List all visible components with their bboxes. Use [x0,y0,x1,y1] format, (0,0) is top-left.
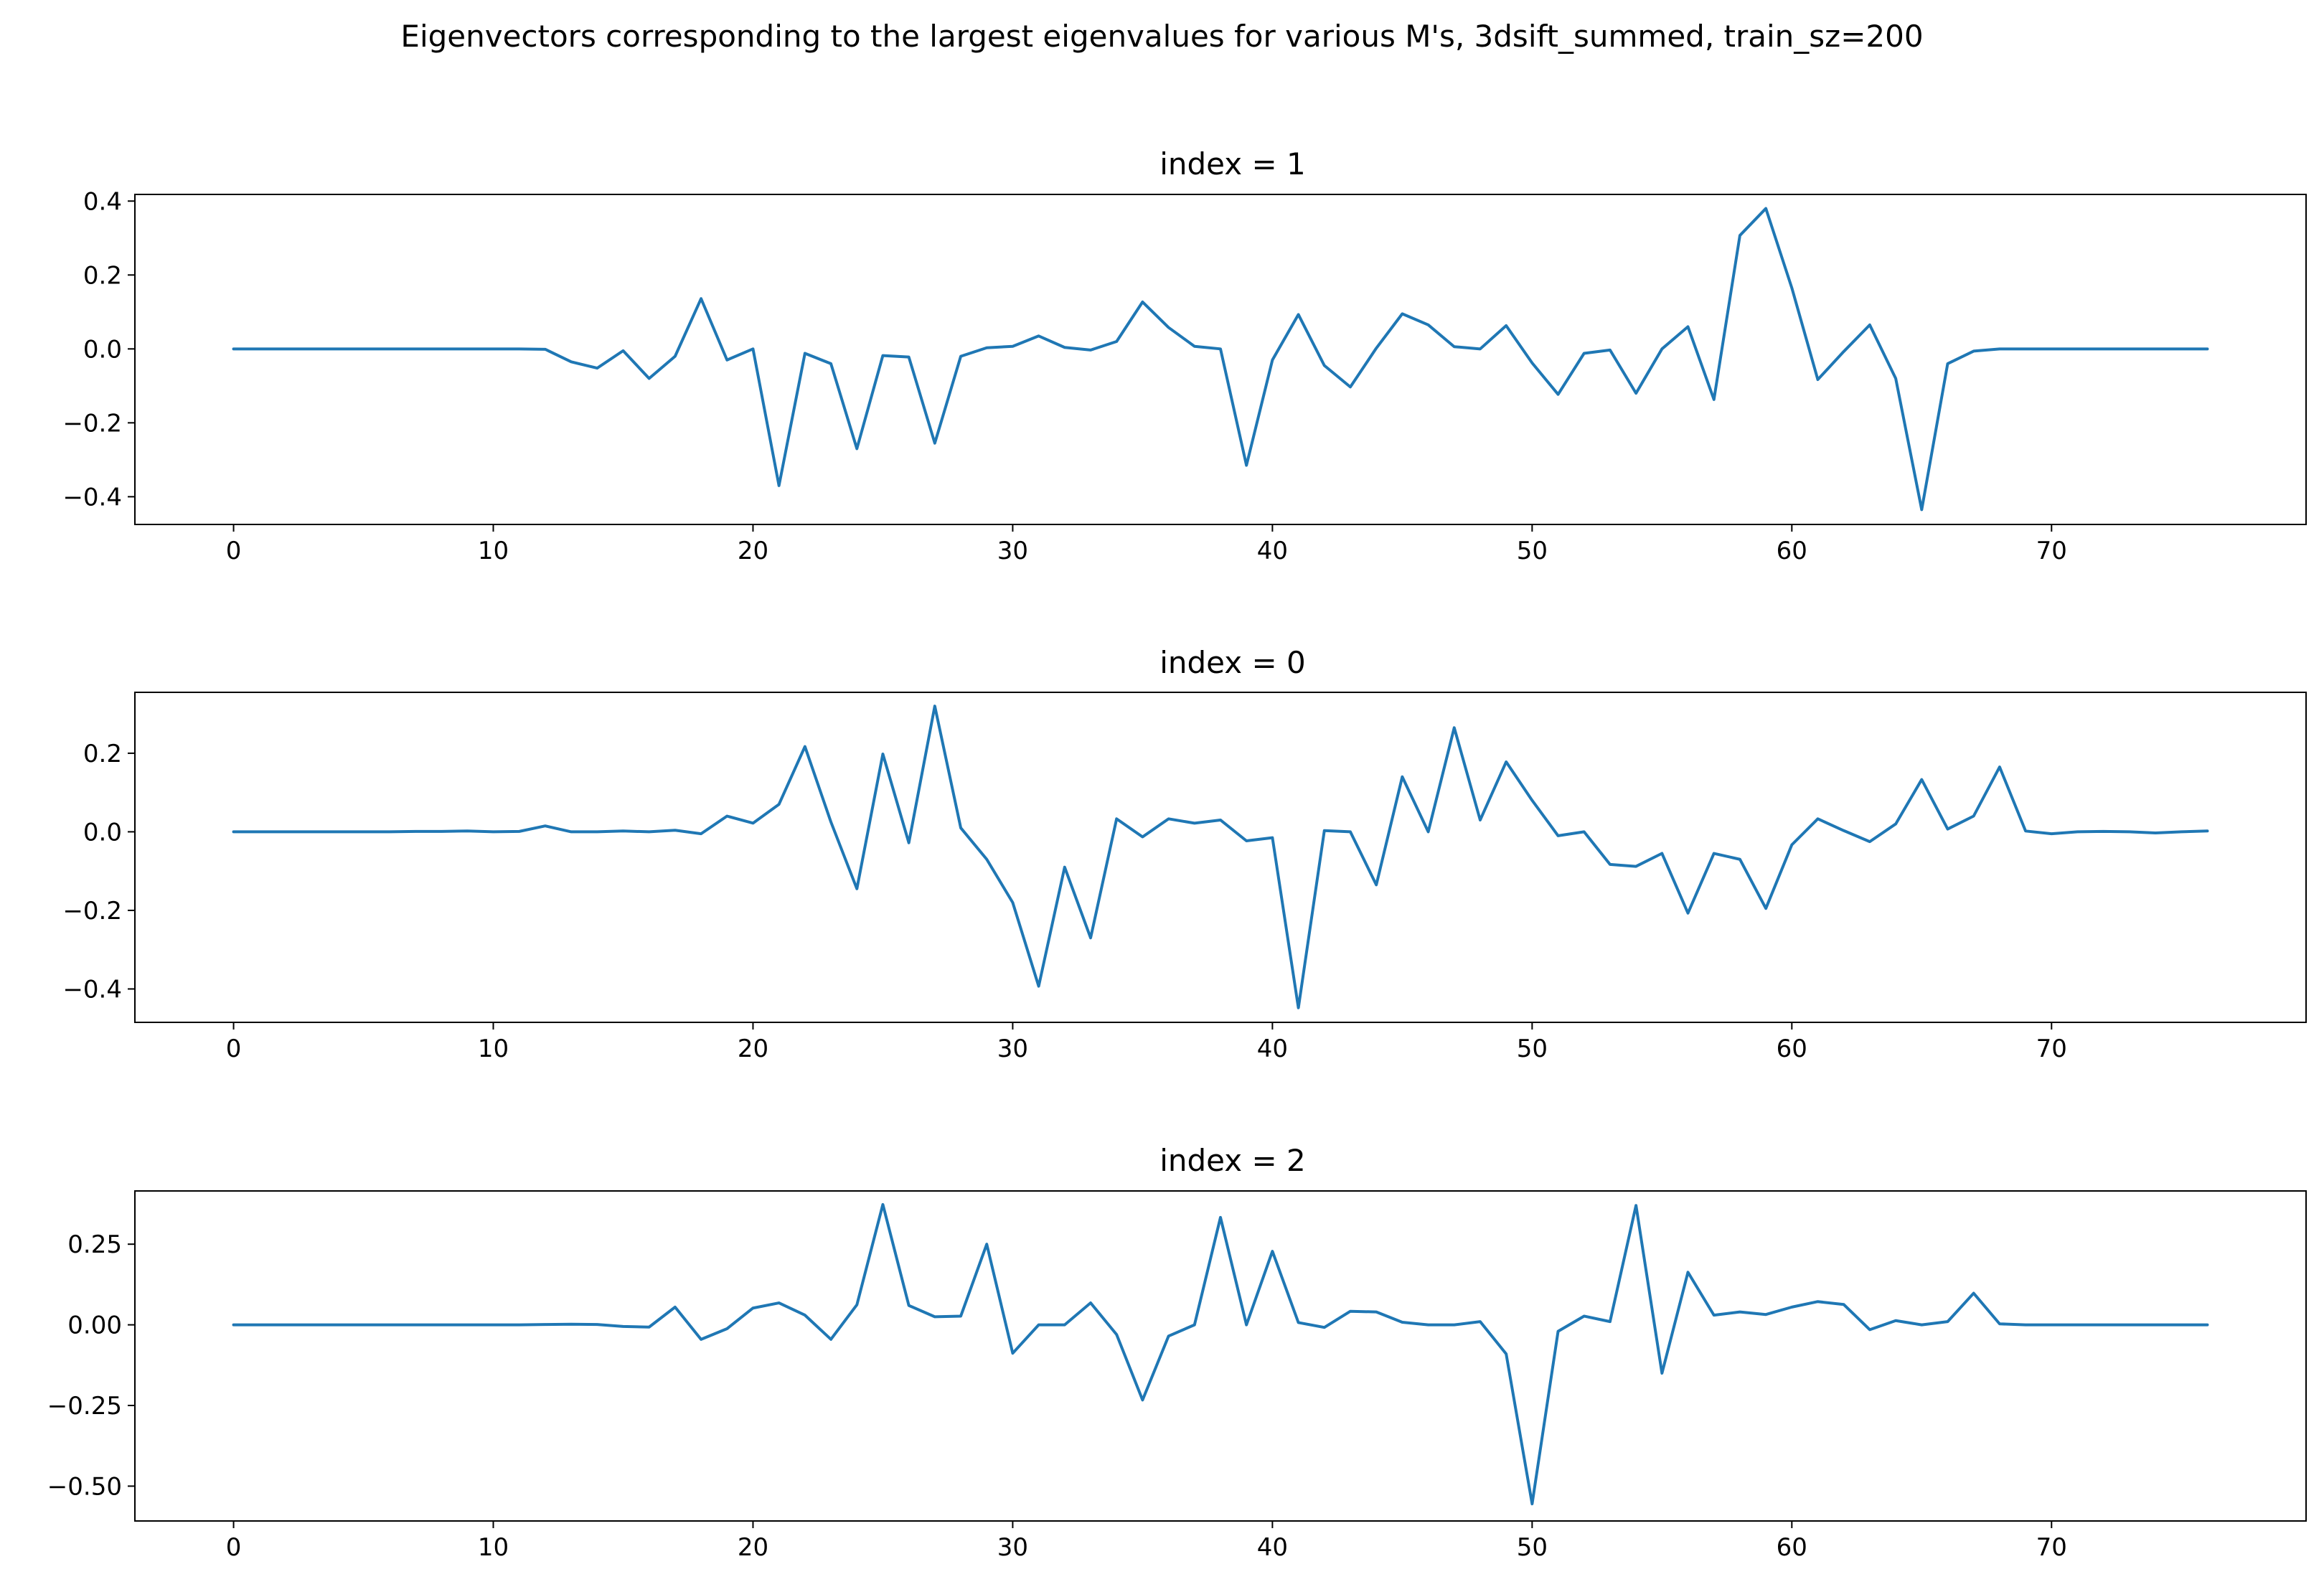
y-tick-label: 0.4 [83,187,122,216]
subplot-title: index = 1 [1159,146,1306,182]
subplot-plot-area: 0 10 20 30 40 50 60 70 −0.4 −0.2 0.0 0.2 0.4 [62,187,2307,565]
y-tick-label: 0.0 [83,818,122,847]
subplot-index-2: index = 2 0 10 20 30 40 50 60 70−0.50−0.250.000… [47,1143,2307,1562]
y-tick-label: 0.2 [83,740,122,768]
x-tick-label: 40 [1257,537,1288,565]
axes-frame [134,194,2307,525]
x-tick-label: 20 [738,537,768,565]
x-tick-label: 30 [997,537,1028,565]
y-tick-label: −0.2 [62,897,122,925]
x-tick-label: 10 [478,1533,509,1562]
subplot-title: index = 2 [1159,1143,1306,1178]
x-tick-label: 0 [226,1533,242,1562]
y-tick-label: −0.4 [62,483,122,512]
x-tick-label: 0 [226,537,242,565]
x-tick-label: 60 [1777,1533,1807,1562]
subplot-index-0: index = 0 0 10 20 30 40 50 60 70 −0.4 −0.2 0.0 0.2 [62,645,2307,1063]
x-tick-label: 20 [738,1533,768,1562]
x-tick-label: 50 [1517,537,1548,565]
x-tick-label: 40 [1257,1035,1288,1063]
x-tick-label: 50 [1517,1533,1548,1562]
axes-frame [134,692,2307,1023]
y-tick-label: −0.4 [62,975,122,1004]
subplot-title: index = 0 [1159,645,1306,680]
x-tick-label: 70 [2036,1035,2067,1063]
x-tick-label: 30 [997,1035,1028,1063]
subplot-index-1: index = 1 0 10 20 30 40 50 60 70−0.4−0.20.00.20… [62,146,2307,565]
y-tick-label: −0.25 [47,1392,122,1421]
x-tick-label: 70 [2036,537,2067,565]
x-tick-label: 60 [1777,537,1807,565]
y-tick-label: −0.50 [47,1472,122,1501]
x-tick-label: 70 [2036,1533,2067,1562]
axes-frame [134,1190,2307,1522]
x-tick-label: 30 [997,1533,1028,1562]
x-tick-label: 60 [1777,1035,1807,1063]
y-tick-label: −0.2 [62,409,122,438]
y-tick-label: 0.00 [67,1311,122,1340]
x-tick-label: 20 [738,1035,768,1063]
y-tick-label: 0.0 [83,335,122,364]
x-tick-label: 0 [226,1035,242,1063]
subplot-plot-area: 0 10 20 30 40 50 60 70 −0.4 −0.2 0.0 0.2 [62,692,2307,1063]
figure-suptitle: Eigenvectors corresponding to the larges… [400,19,1923,54]
series-line [232,207,2209,512]
y-tick-label: 0.25 [67,1230,122,1259]
x-tick-label: 50 [1517,1035,1548,1063]
x-tick-label: 10 [478,1035,509,1063]
series-line [232,705,2209,1009]
y-tick-label: 0.2 [83,261,122,290]
x-tick-label: 40 [1257,1533,1288,1562]
x-tick-label: 10 [478,537,509,565]
series-line [232,1202,2209,1506]
subplot-plot-area: 0 10 20 30 40 50 60 70 −0.50 −0.25 0.00 0.25 [47,1190,2307,1562]
